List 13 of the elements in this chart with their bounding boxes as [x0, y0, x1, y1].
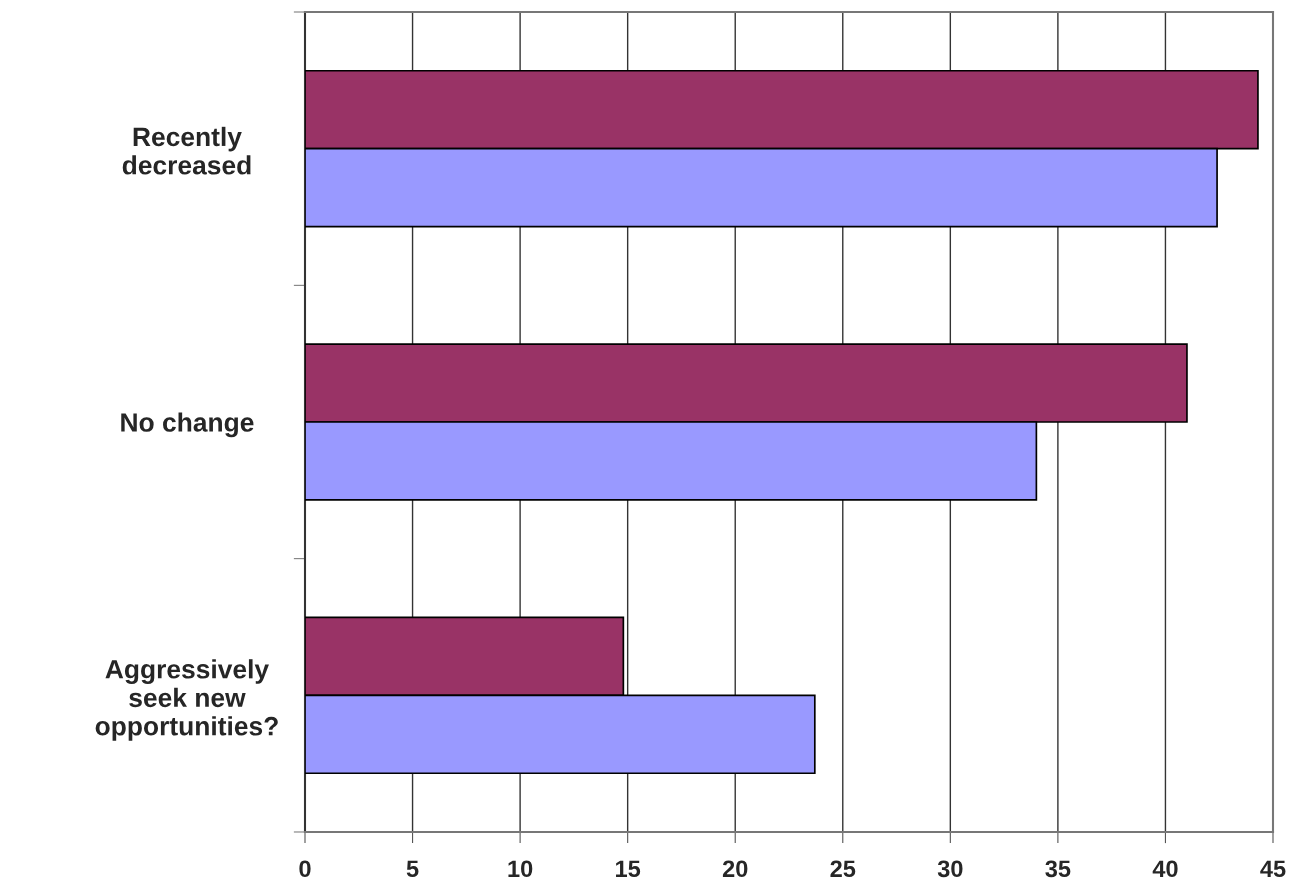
x-tick-label: 5: [406, 860, 419, 878]
x-tick-label: 25: [830, 860, 856, 878]
x-tick-label: 0: [299, 860, 311, 878]
x-tick-label: 15: [616, 860, 641, 878]
x-tick-label: 20: [722, 860, 748, 878]
x-tick-label: 40: [1152, 860, 1178, 878]
x-tick-label: 45: [1260, 860, 1286, 878]
x-tick-label: 10: [508, 860, 533, 878]
x-tick-label: 30: [937, 860, 963, 878]
y-tick-label: Recently decreased: [122, 126, 251, 175]
y-tick-label: Aggressively seek new opportunities?: [95, 659, 278, 741]
x-tick-label: 35: [1045, 860, 1071, 878]
y-tick-label: No change: [121, 412, 254, 438]
